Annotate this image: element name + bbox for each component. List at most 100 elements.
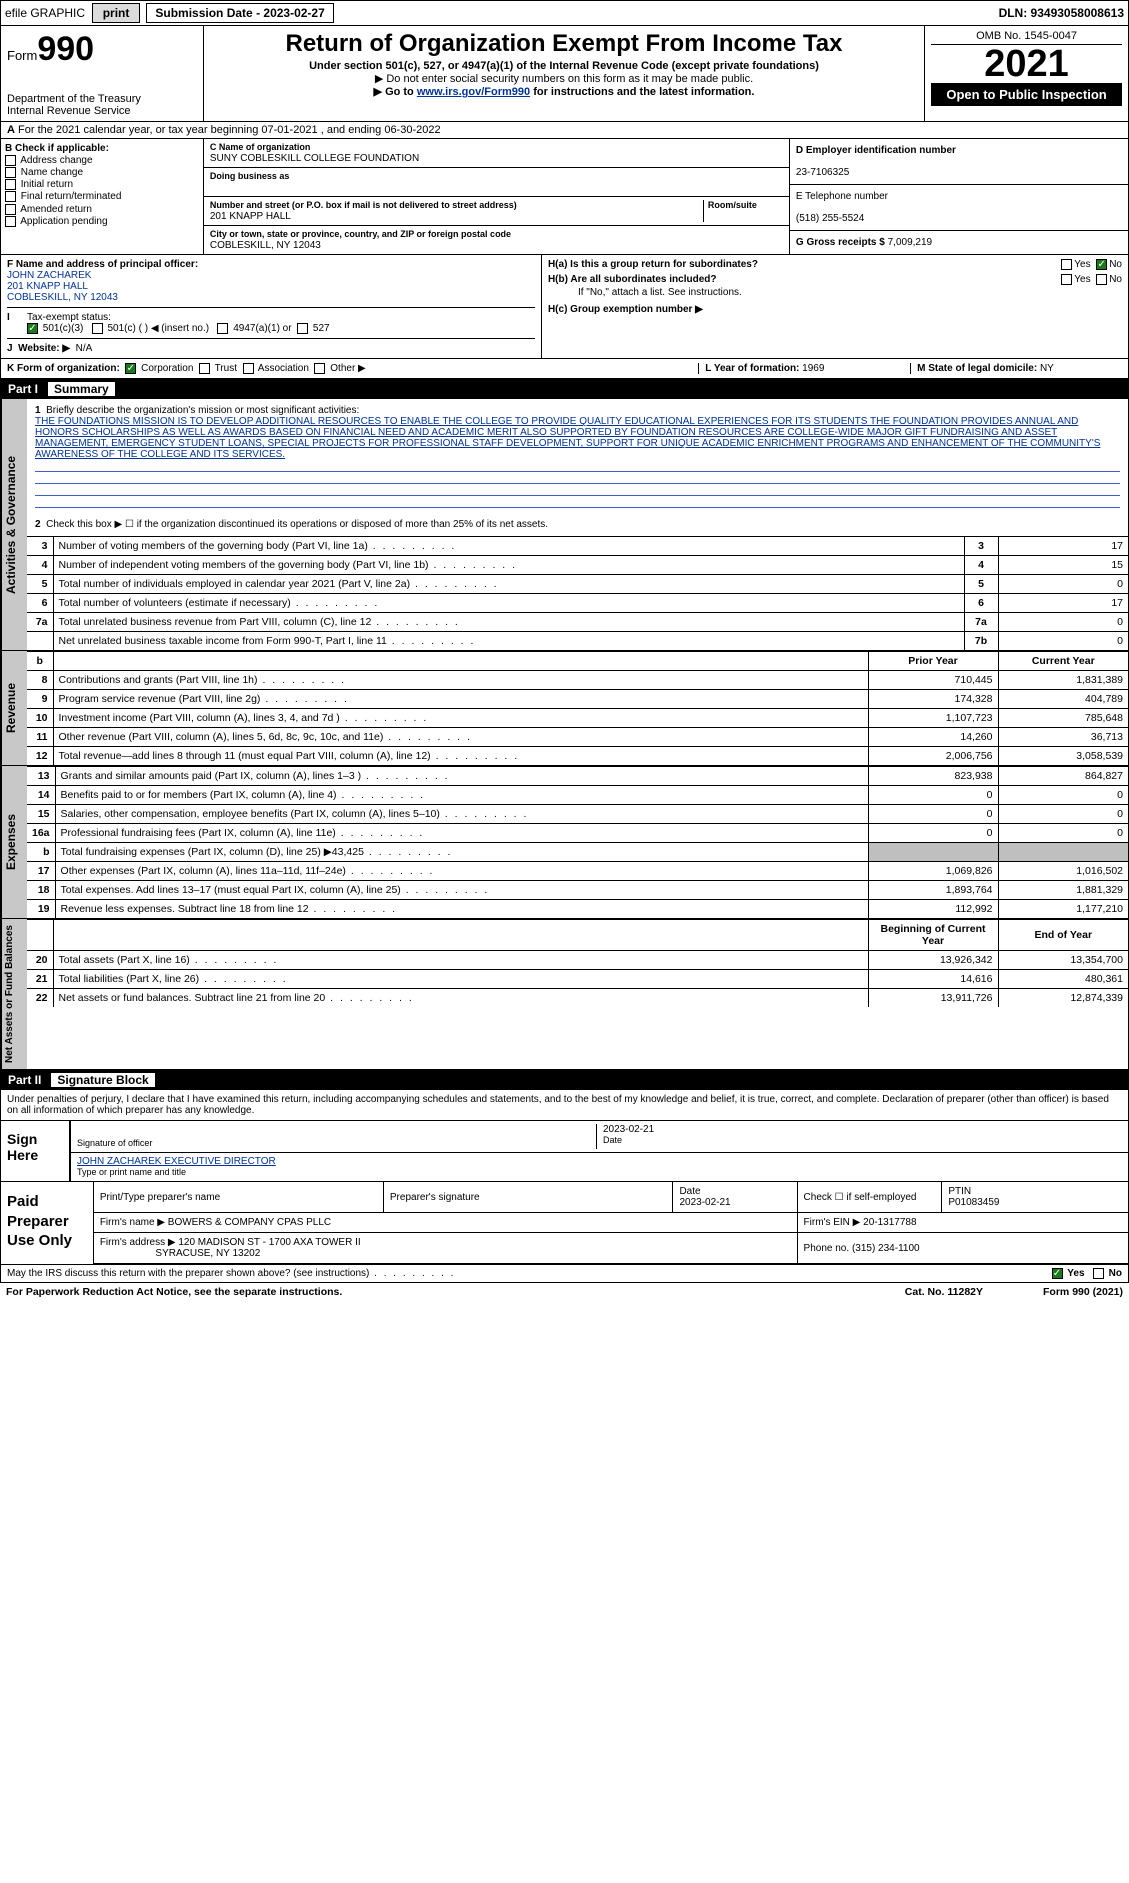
line-num: 20	[27, 951, 53, 970]
line-val: 17	[998, 594, 1128, 613]
vtab-activities: Activities & Governance	[1, 399, 27, 650]
cb-assoc[interactable]	[243, 363, 254, 374]
prep-name-label: Print/Type preparer's name	[94, 1182, 384, 1213]
line-current: 3,058,539	[998, 747, 1128, 766]
line-num: 14	[27, 786, 55, 805]
q1-label: Briefly describe the organization's miss…	[46, 405, 359, 416]
line-num: 13	[27, 767, 55, 786]
line-box: 6	[964, 594, 998, 613]
form-990: 990	[37, 30, 94, 68]
cb-hb-no[interactable]	[1096, 274, 1107, 285]
m-value: NY	[1040, 363, 1054, 374]
website-label: Website: ▶	[18, 343, 70, 354]
gross-value: 7,009,219	[888, 237, 933, 248]
prep-label: Paid Preparer Use Only	[1, 1182, 94, 1264]
line-current: 0	[998, 805, 1128, 824]
line-box: 7a	[964, 613, 998, 632]
cb-4947[interactable]	[217, 323, 228, 334]
expenses-table: 13 Grants and similar amounts paid (Part…	[27, 766, 1128, 918]
hb-label: H(b) Are all subordinates included?	[548, 274, 717, 285]
vtab-revenue: Revenue	[1, 651, 27, 765]
cb-501c[interactable]	[92, 323, 103, 334]
part1-header: Part I Summary	[0, 379, 1129, 399]
label-i: I	[7, 312, 10, 323]
print-button[interactable]: print	[92, 3, 141, 23]
firm-name: BOWERS & COMPANY CPAS PLLC	[168, 1217, 331, 1228]
officer-addr2: COBLESKILL, NY 12043	[7, 292, 118, 303]
line-num: b	[27, 843, 55, 862]
note-goto: ▶ Go to www.irs.gov/Form990 for instruct…	[210, 85, 918, 98]
cb-discuss-no[interactable]	[1093, 1268, 1104, 1279]
m-label: M State of legal domicile:	[917, 363, 1037, 374]
officer-addr1: 201 KNAPP HALL	[7, 281, 88, 292]
cb-trust[interactable]	[199, 363, 210, 374]
prep-date-label: Date	[679, 1186, 700, 1197]
line-num: 3	[27, 537, 53, 556]
line-prior: 1,107,723	[868, 709, 998, 728]
addr-value: 201 KNAPP HALL	[210, 211, 291, 222]
line-label: Total unrelated business revenue from Pa…	[53, 613, 964, 632]
cb-ha-no[interactable]	[1096, 259, 1107, 270]
form-number: Form990	[7, 30, 197, 69]
cb-initial-return[interactable]: Initial return	[5, 179, 199, 190]
cb-other[interactable]	[314, 363, 325, 374]
line-prior	[868, 843, 998, 862]
line-label: Professional fundraising fees (Part IX, …	[55, 824, 868, 843]
col-end: End of Year	[998, 920, 1128, 951]
f-label: F Name and address of principal officer:	[7, 259, 198, 270]
fh-row: F Name and address of principal officer:…	[0, 255, 1129, 359]
firm-label: Firm's name ▶	[100, 1217, 165, 1228]
net-table: Beginning of Current Year End of Year 20…	[27, 919, 1128, 1007]
cb-discuss-yes[interactable]	[1052, 1268, 1063, 1279]
line-label: Total expenses. Add lines 13–17 (must eq…	[55, 881, 868, 900]
cb-name-change[interactable]: Name change	[5, 167, 199, 178]
col-b: b	[27, 652, 53, 671]
hc-label: H(c) Group exemption number ▶	[548, 304, 703, 315]
efile-topbar: efile GRAPHIC print Submission Date - 20…	[0, 0, 1129, 26]
cb-ha-yes[interactable]	[1061, 259, 1072, 270]
cb-501c3[interactable]	[27, 323, 38, 334]
line-label: Investment income (Part VIII, column (A)…	[53, 709, 868, 728]
part1-num: Part I	[8, 382, 38, 396]
line-prior: 112,992	[868, 900, 998, 919]
vtab-expenses: Expenses	[1, 766, 27, 918]
ptin-label: PTIN	[948, 1186, 971, 1197]
discuss-row: May the IRS discuss this return with the…	[0, 1265, 1129, 1283]
sig-date-label: Date	[603, 1135, 622, 1145]
line-label: Total number of volunteers (estimate if …	[53, 594, 964, 613]
q2-label: Check this box ▶ ☐ if the organization d…	[46, 519, 548, 530]
irs-link[interactable]: www.irs.gov/Form990	[417, 86, 530, 98]
line-current: 864,827	[998, 767, 1128, 786]
expenses-section: Expenses 13 Grants and similar amounts p…	[0, 766, 1129, 919]
org-name-label: C Name of organization	[210, 142, 311, 152]
part2-num: Part II	[8, 1073, 41, 1087]
city-value: COBLESKILL, NY 12043	[210, 240, 321, 251]
line-current: 1,177,210	[998, 900, 1128, 919]
line-current: 404,789	[998, 690, 1128, 709]
line-num: 18	[27, 881, 55, 900]
cb-amended[interactable]: Amended return	[5, 204, 199, 215]
cb-address-change[interactable]: Address change	[5, 155, 199, 166]
cb-527[interactable]	[297, 323, 308, 334]
note-ssn: ▶ Do not enter social security numbers o…	[210, 72, 918, 85]
signature-block: Under penalties of perjury, I declare th…	[0, 1090, 1129, 1182]
tax-year-text: For the 2021 calendar year, or tax year …	[18, 124, 441, 136]
cb-final-return[interactable]: Final return/terminated	[5, 191, 199, 202]
ptin-value: P01083459	[948, 1197, 999, 1208]
cb-hb-yes[interactable]	[1061, 274, 1072, 285]
part1-title: Summary	[48, 382, 115, 396]
gross-label: G Gross receipts $	[796, 237, 885, 248]
cb-application-pending[interactable]: Application pending	[5, 216, 199, 227]
line-prior: 14,260	[868, 728, 998, 747]
dba-label: Doing business as	[210, 171, 290, 181]
officer-printed-name: JOHN ZACHAREK EXECUTIVE DIRECTOR	[77, 1156, 276, 1167]
line-label: Number of voting members of the governin…	[53, 537, 964, 556]
ein-label: D Employer identification number	[796, 145, 956, 156]
l-value: 1969	[802, 363, 824, 374]
part2-title: Signature Block	[51, 1073, 154, 1087]
irs-label: Internal Revenue Service	[7, 105, 197, 117]
form-prefix: Form	[7, 48, 37, 63]
line-current: 0	[998, 786, 1128, 805]
line-num: 7a	[27, 613, 53, 632]
cb-corp[interactable]	[125, 363, 136, 374]
